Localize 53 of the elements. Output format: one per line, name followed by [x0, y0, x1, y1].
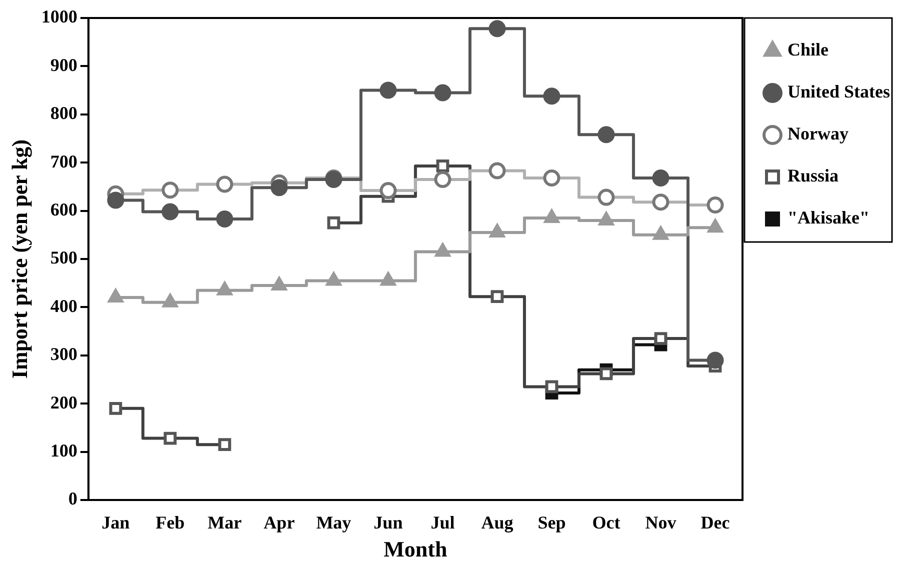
- y-tick-label: 900: [50, 54, 78, 75]
- point: [327, 216, 340, 230]
- point: [272, 277, 287, 291]
- x-tick-label: Jan: [102, 512, 130, 532]
- point: [218, 438, 232, 452]
- y-tick-label: 1000: [41, 6, 78, 27]
- x-tick-label: Feb: [156, 512, 185, 532]
- point: [598, 126, 615, 144]
- x-tick-label: Apr: [264, 512, 295, 532]
- y-tick-label: 500: [50, 248, 78, 268]
- point: [216, 210, 234, 228]
- y-tick-label: 600: [50, 199, 78, 220]
- legend-label: Chile: [788, 40, 829, 60]
- point: [490, 290, 504, 304]
- point: [107, 192, 124, 209]
- point: [434, 84, 452, 102]
- y-tick-label: 700: [50, 151, 78, 172]
- point: [162, 203, 179, 220]
- x-tick-label: Dec: [700, 512, 730, 532]
- point: [109, 402, 122, 415]
- point: [654, 332, 668, 345]
- point: [600, 367, 613, 380]
- point: [706, 352, 724, 369]
- y-axis-title: Import price (yen per kg): [6, 139, 32, 379]
- point: [544, 210, 560, 224]
- x-tick-label: Mar: [208, 512, 242, 532]
- y-tick-label: 800: [50, 103, 78, 124]
- legend-label: Russia: [788, 166, 839, 186]
- x-tick-label: Aug: [481, 512, 514, 532]
- legend-label: Norway: [788, 124, 848, 144]
- y-tick-label: 300: [50, 344, 78, 364]
- y-tick-label: 100: [50, 440, 78, 460]
- x-tick-label: May: [316, 512, 352, 532]
- point: [380, 82, 397, 99]
- point: [488, 20, 506, 38]
- x-tick-label: Jul: [430, 512, 455, 532]
- legend-label: United States: [788, 82, 890, 102]
- y-tick-label: 200: [50, 392, 78, 412]
- legend-label: "Akisake": [788, 208, 870, 228]
- point: [164, 432, 177, 445]
- point: [270, 179, 288, 196]
- x-tick-label: Nov: [645, 512, 676, 532]
- x-axis-title: Month: [384, 536, 448, 562]
- y-tick-label: 0: [68, 488, 78, 509]
- point: [545, 380, 558, 394]
- point: [543, 88, 560, 105]
- x-tick-label: Oct: [592, 512, 620, 532]
- point: [108, 289, 124, 303]
- y-tick-label: 400: [50, 296, 78, 316]
- point: [652, 170, 670, 187]
- x-tick-label: Sep: [538, 512, 566, 532]
- point: [436, 160, 450, 172]
- x-tick-label: Jun: [374, 512, 403, 532]
